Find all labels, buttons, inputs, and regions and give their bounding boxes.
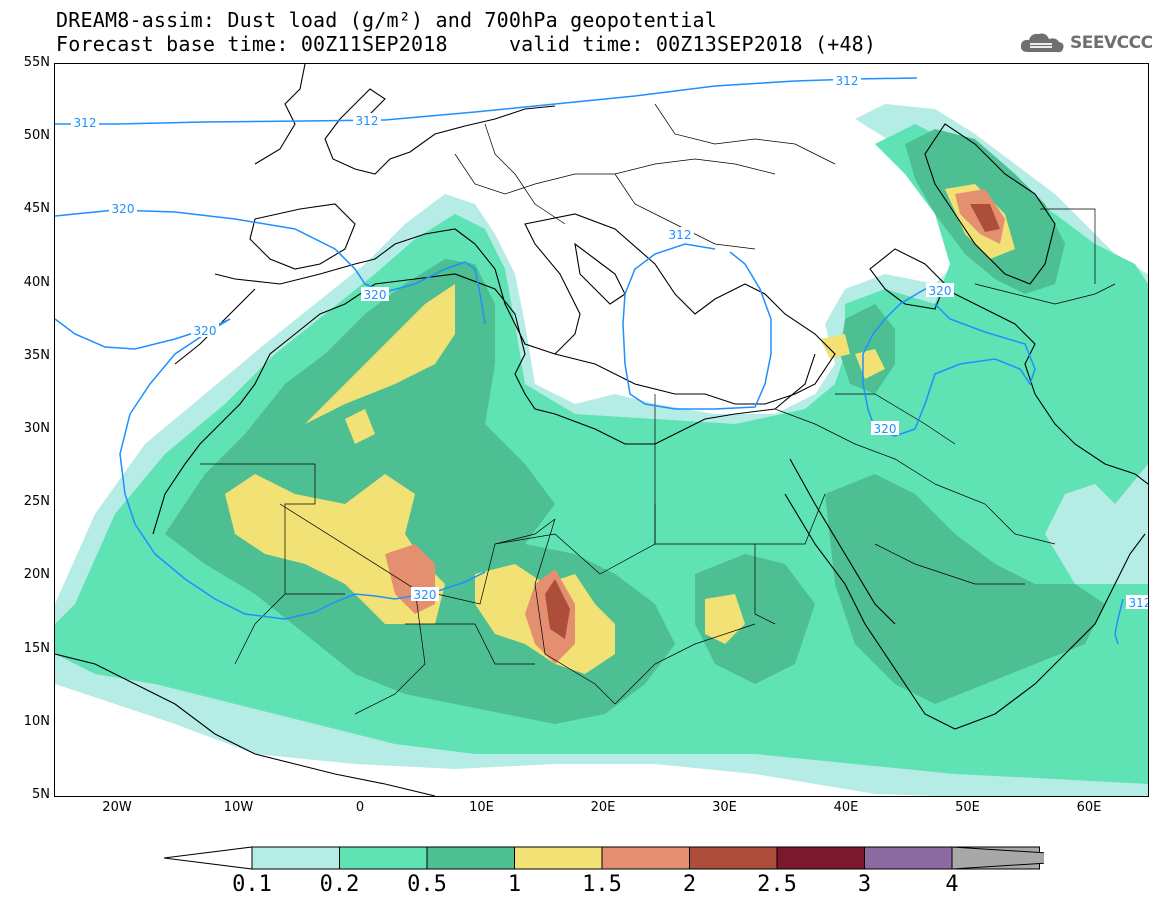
contour-label: 320	[874, 422, 897, 436]
dust-area	[305, 284, 455, 424]
lat-label: 5N	[32, 787, 50, 802]
dust-area	[225, 474, 445, 624]
colorbar	[164, 846, 1044, 870]
contour-label-bg	[71, 115, 99, 129]
lat-label: 20N	[23, 567, 50, 583]
contour-label-bg	[833, 73, 861, 87]
colorbar-lower-arrow	[164, 846, 253, 870]
contour-label-bg	[109, 201, 137, 215]
colorbar-box	[514, 846, 603, 870]
chart-subtitle: Forecast base time: 00Z11SEP2018 valid t…	[56, 32, 876, 56]
colorbar-label: 0.5	[407, 872, 447, 897]
contour-label: 312	[836, 74, 859, 88]
contour-labels: 312 312 312 312 320 320 320 320 320 312 320	[71, 73, 1148, 610]
lon-label: 20E	[590, 800, 616, 815]
lon-label: 20W	[102, 800, 132, 815]
lat-label: 35N	[23, 347, 50, 363]
colorbar-label: 1.5	[582, 872, 622, 897]
logo-text: SEEVCCC	[1070, 33, 1153, 53]
dust-area	[970, 204, 1000, 232]
lon-label: 0	[355, 800, 365, 815]
map-frame: 312 312 312 312 320 320 320 320 320 312 320	[54, 63, 1149, 797]
contour-label: 320	[112, 202, 135, 216]
lat-label: 50N	[23, 128, 50, 144]
dust-area	[705, 594, 745, 644]
cloud-logo-icon	[1020, 33, 1064, 53]
colorbar-label: 0.2	[319, 872, 360, 897]
contour-label-bg	[353, 113, 381, 127]
valid-time: valid time: 00Z13SEP2018 (+48)	[508, 32, 877, 56]
colorbar-box	[864, 846, 953, 870]
contour-label-bg	[926, 283, 954, 297]
lat-label: 30N	[23, 421, 50, 436]
coastlines	[55, 64, 1148, 796]
contour-label-bg	[1126, 595, 1148, 609]
colorbar-box	[601, 846, 690, 870]
dust-area	[825, 474, 1105, 704]
contour-label-bg	[411, 587, 439, 601]
dust-area	[345, 409, 375, 444]
colorbar-upper-arrow	[951, 846, 1044, 870]
contour-label-bg	[361, 287, 389, 301]
dust-area	[840, 304, 895, 394]
country-borders	[200, 103, 1116, 715]
colorbar-boxes	[164, 846, 1044, 870]
lat-label: 25N	[23, 494, 50, 510]
contour-label-bg	[871, 421, 899, 435]
contour-label: 312	[1129, 596, 1148, 610]
seevccc-logo: SEEVCCC	[1018, 30, 1153, 56]
lon-label: 10W	[223, 800, 254, 815]
colorbar-label: 1	[507, 872, 522, 897]
contour-label: 320	[929, 284, 952, 298]
lat-label: 55N	[23, 55, 50, 70]
lat-label: 45N	[23, 201, 50, 217]
lat-label: 15N	[23, 640, 50, 656]
contour-label: 320	[414, 588, 437, 602]
colorbar-label: 3	[857, 872, 872, 897]
colorbar-box	[776, 846, 865, 870]
geopotential-contours	[55, 77, 1124, 645]
dust-area	[695, 554, 815, 684]
colorbar-box	[689, 846, 778, 870]
colorbar-box	[426, 846, 515, 870]
dust-map: 312 312 312 312 320 320 320 320 320 312 320	[55, 64, 1148, 796]
contour-label: 320	[194, 324, 217, 338]
contour-label-bg	[666, 227, 694, 241]
lon-label: 10E	[469, 800, 494, 815]
colorbar-label: 2	[682, 872, 697, 897]
colorbar-label: 2.5	[757, 872, 797, 897]
lon-label: 30E	[712, 800, 737, 815]
contour-label: 312	[74, 116, 97, 130]
dust-area	[820, 334, 850, 359]
contour-label-bg	[191, 323, 219, 337]
chart-title: DREAM8-assim: Dust load (g/m²) and 700hP…	[56, 8, 718, 32]
lon-label: 50E	[955, 800, 980, 815]
lon-label: 40E	[833, 800, 859, 815]
contour-label: 312	[356, 114, 379, 128]
colorbar-label: 0.1	[232, 872, 272, 897]
dust-fields	[55, 104, 1148, 796]
colorbar-label: 4	[945, 872, 959, 897]
lat-label: 40N	[23, 274, 50, 290]
colorbar-box	[251, 846, 340, 870]
contour-label: 320	[364, 288, 387, 302]
contour-label: 312	[669, 228, 692, 242]
colorbar-box	[339, 846, 428, 870]
base-time: Forecast base time: 00Z11SEP2018	[56, 32, 448, 56]
dust-area	[545, 579, 570, 639]
lon-label: 60E	[1076, 800, 1102, 815]
lat-label: 10N	[23, 713, 50, 729]
